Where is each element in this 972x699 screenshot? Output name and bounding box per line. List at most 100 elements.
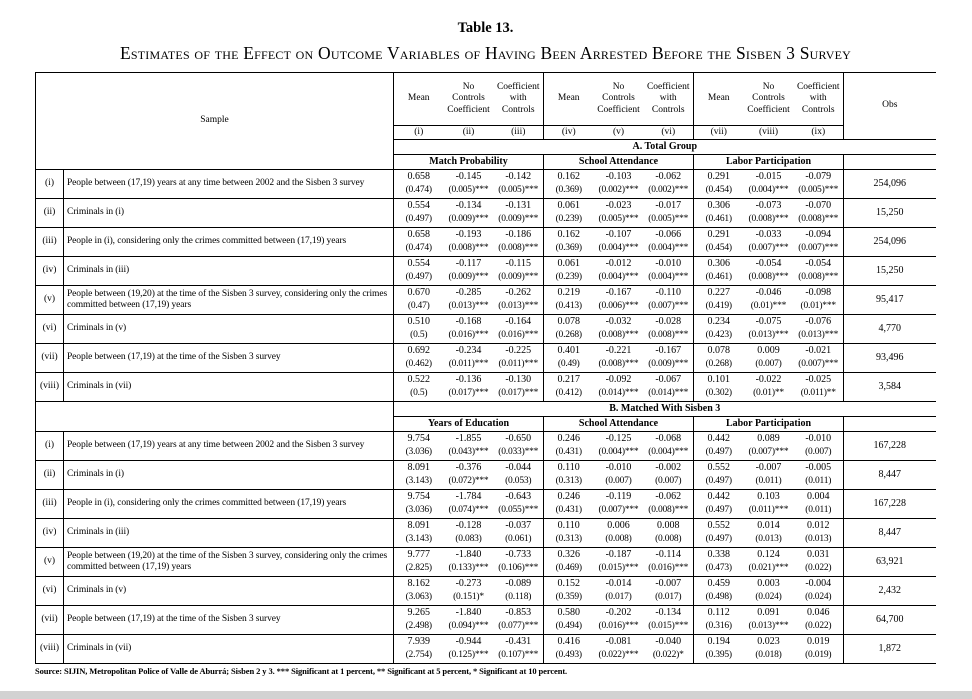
- outcome-header-row: Match Probability School Attendance Labor …: [36, 154, 936, 170]
- estimate-value: 0.658: [393, 169, 444, 184]
- std-error: (0.008)***: [643, 504, 694, 519]
- estimate-value: 0.670: [393, 285, 444, 300]
- estimate-value: -0.234: [455, 345, 482, 357]
- estimate-value: 0.091: [757, 607, 780, 619]
- std-error: (0.017)***: [443, 387, 494, 402]
- col-number-vi: (vi): [643, 125, 694, 140]
- std-error: (0.007)***: [793, 358, 844, 373]
- estimate-row: (iii) People in (i), considering only the…: [35, 489, 936, 519]
- estimate-value: -1.784: [455, 491, 482, 503]
- std-error: (0.01)***: [743, 300, 794, 315]
- estimate-value: 0.004: [807, 491, 830, 503]
- std-error: (0.497): [393, 271, 444, 286]
- estimate-value: 0.554: [393, 256, 444, 271]
- stderr-row: (0.5) (0.017)*** (0.017)*** (0.412) (0.014)*…: [36, 387, 936, 402]
- std-error: (0.497): [693, 533, 744, 548]
- estimate-value: -0.004: [805, 578, 832, 590]
- col-number-v: (v): [593, 125, 644, 140]
- row-number: (viii): [35, 372, 64, 402]
- std-error: (0.007)***: [743, 242, 794, 257]
- std-error: (0.013): [743, 533, 794, 548]
- window-edge: [0, 691, 972, 699]
- std-error: (0.022)***: [593, 649, 644, 664]
- std-error: (0.151)*: [443, 591, 494, 606]
- std-error: (0.461): [693, 271, 744, 286]
- estimate-value: 0.078: [543, 314, 594, 329]
- estimate-value: 0.112: [693, 605, 744, 620]
- estimate-value: 0.031: [807, 549, 830, 561]
- std-error: (0.005)***: [793, 184, 844, 199]
- observations: 95,417: [843, 285, 936, 315]
- std-error: (0.004)***: [643, 242, 694, 257]
- std-error: (0.007)***: [743, 446, 794, 461]
- sample-description: People in (i), considering only the crim…: [63, 489, 394, 519]
- std-error: (0.498): [693, 591, 744, 606]
- estimate-value: 0.291: [693, 169, 744, 184]
- estimate-row: (v) People between (19,20) at the time of…: [35, 285, 936, 315]
- results-table: Sample Mean No Controls Coefficient Coef…: [35, 72, 936, 664]
- std-error: (0.013)***: [493, 300, 544, 315]
- std-error: (0.01)**: [743, 387, 794, 402]
- estimate-value: -0.076: [805, 316, 832, 328]
- std-error: (0.016)***: [443, 329, 494, 344]
- measure-header-row: Sample Mean No Controls Coefficient Coef…: [35, 72, 936, 170]
- estimate-value: -0.168: [455, 316, 482, 328]
- row-number: (viii): [35, 634, 64, 664]
- estimate-value: 0.401: [543, 343, 594, 358]
- estimate-value: -0.431: [505, 636, 532, 648]
- outcome-header-row: Years of Education School Attendance Labor…: [36, 416, 936, 432]
- std-error: (0.118): [493, 591, 544, 606]
- sample-description: Criminals in (vii): [63, 634, 394, 664]
- std-error: (0.007)***: [643, 300, 694, 315]
- estimate-value: 9.777: [393, 547, 444, 562]
- std-error: (0.011): [793, 504, 844, 519]
- std-error: (0.313): [543, 533, 594, 548]
- std-error: (0.474): [393, 242, 444, 257]
- stderr-row: (2.498) (0.094)*** (0.077)*** (0.494) (0.016…: [36, 620, 936, 635]
- std-error: (0.5): [393, 329, 444, 344]
- estimate-value: 8.162: [393, 576, 444, 591]
- estimate-value: 0.009: [757, 345, 780, 357]
- estimate-value: 0.217: [543, 372, 594, 387]
- estimate-value: 0.246: [543, 489, 594, 504]
- stderr-row: (3.036) (0.043)*** (0.033)*** (0.431) (0.004…: [36, 446, 936, 461]
- estimate-value: -0.098: [805, 287, 832, 299]
- std-error: (0.359): [543, 591, 594, 606]
- std-error: (0.004)***: [743, 184, 794, 199]
- std-error: (0.022)*: [643, 649, 694, 664]
- estimate-value: 0.110: [543, 460, 594, 475]
- estimate-value: -0.025: [805, 374, 832, 386]
- std-error: (0.007): [643, 475, 694, 490]
- col-header-mean-3: Mean: [693, 72, 744, 126]
- std-error: (0.313): [543, 475, 594, 490]
- paper-page: Table 13. Estimates of the Effect on Out…: [35, 20, 936, 676]
- stderr-row: (2.754) (0.125)*** (0.107)*** (0.493) (0.022…: [36, 649, 936, 664]
- std-error: (0.5): [393, 387, 444, 402]
- estimate-value: -0.094: [805, 229, 832, 241]
- estimate-value: -0.032: [605, 316, 632, 328]
- std-error: (0.011): [743, 475, 794, 490]
- observations: 8,447: [843, 518, 936, 548]
- estimate-value: -0.021: [805, 345, 832, 357]
- outcome-header: School Attendance: [543, 416, 694, 432]
- row-number: (iii): [35, 489, 64, 519]
- stderr-row: (0.497) (0.009)*** (0.009)*** (0.239) (0.004…: [36, 271, 936, 286]
- estimate-row: (vi) Criminals in (v) 0.510 -0.168 -0.164 0.0…: [35, 314, 936, 344]
- std-error: (0.008)***: [593, 358, 644, 373]
- estimate-value: -0.285: [455, 287, 482, 299]
- estimate-row: (viii) Criminals in (vii) 0.522 -0.136 -0.13…: [35, 372, 936, 402]
- std-error: (0.016)***: [593, 620, 644, 635]
- estimate-value: -0.044: [505, 462, 532, 474]
- estimate-value: 9.754: [393, 431, 444, 446]
- estimate-value: -0.040: [655, 636, 682, 648]
- sample-description: People in (i), considering only the crim…: [63, 227, 394, 257]
- outcome-header: Labor Participation: [693, 154, 844, 170]
- row-number: (iii): [35, 227, 64, 257]
- outcome-header: Match Probability: [393, 154, 544, 170]
- estimate-value: -0.010: [655, 258, 682, 270]
- std-error: (0.072)***: [443, 475, 494, 490]
- estimate-value: 9.265: [393, 605, 444, 620]
- std-error: (0.009)***: [443, 271, 494, 286]
- std-error: (0.014)***: [593, 387, 644, 402]
- std-error: (0.008)***: [493, 242, 544, 257]
